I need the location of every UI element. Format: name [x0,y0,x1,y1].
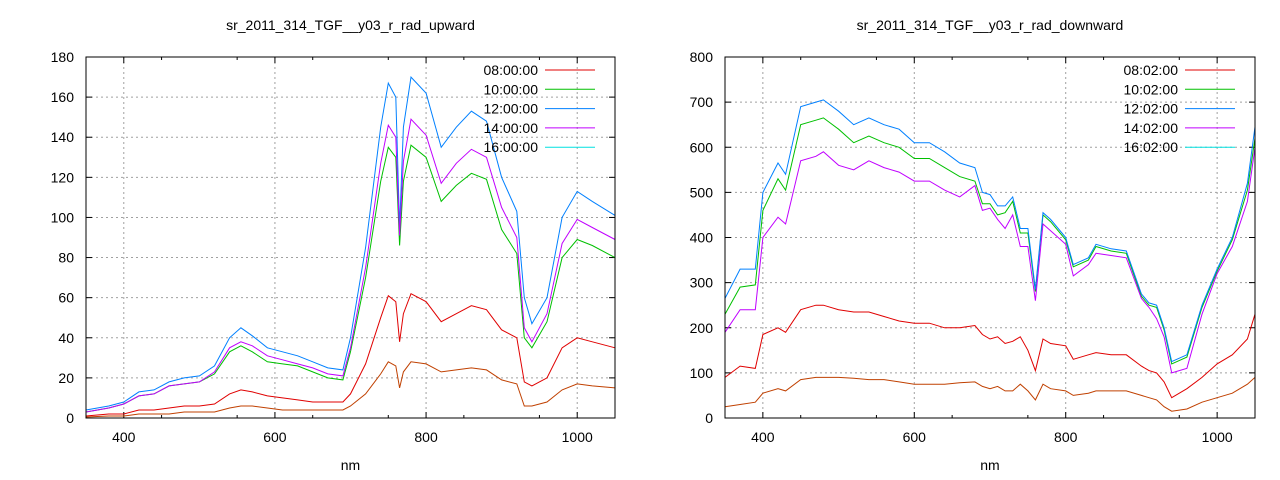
y-tick-label: 140 [51,129,75,145]
chart-title: sr_2011_314_TGF__y03_r_rad_upward [226,17,475,33]
y-tick-label: 160 [51,89,75,105]
legend-label: 10:02:00 [1124,81,1179,97]
legend-label: 12:00:00 [484,101,539,117]
y-tick-label: 60 [58,290,74,306]
legend-label: 08:00:00 [484,62,539,78]
x-tick-label: 400 [751,429,775,445]
plot-frame [85,56,616,419]
x-tick-label: 800 [1054,429,1078,445]
x-tick-label: 400 [112,429,136,445]
series-line-08-02-00 [724,304,1256,399]
y-tick-label: 180 [51,49,75,65]
series-line-16-02-00 [724,376,1256,412]
y-tick-label: 80 [58,250,74,266]
series-line-12-00-00 [85,76,616,411]
x-tick-label: 600 [263,429,287,445]
y-tick-label: 800 [690,49,714,65]
y-tick-label: 300 [690,275,714,291]
x-axis-label: nm [980,457,999,473]
y-tick-label: 100 [51,209,75,225]
y-tick-label: 600 [690,139,714,155]
series-line-08-00-00 [85,292,616,417]
y-tick-label: 20 [58,370,74,386]
chart-title: sr_2011_314_TGF__y03_r_rad_downward [857,17,1124,33]
legend-label: 14:02:00 [1124,120,1179,136]
y-tick-label: 40 [58,330,74,346]
legend-label: 16:00:00 [484,139,539,155]
y-tick-label: 0 [705,410,713,426]
series-line-14-00-00 [85,118,616,413]
x-tick-label: 1000 [1202,429,1233,445]
y-tick-label: 700 [690,94,714,110]
series-line-10-00-00 [85,144,616,413]
legend-label: 16:02:00 [1124,139,1179,155]
series-line-12-02-00 [724,99,1256,363]
x-tick-label: 600 [903,429,927,445]
x-tick-label: 800 [414,429,438,445]
series-line-16-00-00 [85,361,616,418]
series-line-10-02-00 [724,117,1256,365]
x-tick-label: 1000 [562,429,593,445]
y-tick-label: 200 [690,320,714,336]
x-axis-label: nm [341,457,360,473]
plot-frame [724,56,1256,419]
y-tick-label: 120 [51,169,75,185]
y-tick-label: 0 [66,410,74,426]
y-tick-label: 100 [690,365,714,381]
legend-label: 14:00:00 [484,120,539,136]
legend-label: 12:02:00 [1124,101,1179,117]
series-line-14-02-00 [724,147,1256,374]
legend-label: 08:02:00 [1124,62,1179,78]
y-tick-label: 400 [690,230,714,246]
legend-label: 10:00:00 [484,81,539,97]
y-tick-label: 500 [690,184,714,200]
